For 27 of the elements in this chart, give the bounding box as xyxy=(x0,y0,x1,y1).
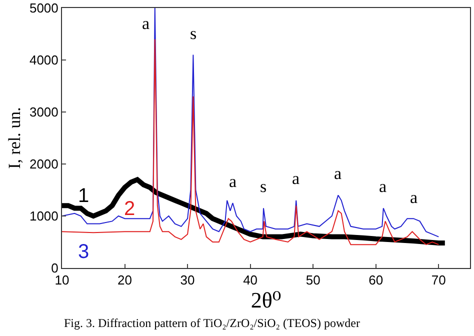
y-tick-label: 5000 xyxy=(29,0,58,16)
line-series xyxy=(62,38,440,246)
annotation: a xyxy=(410,188,418,207)
annotation: a xyxy=(142,14,150,33)
annotation: a xyxy=(229,172,237,191)
y-tick-label: 3000 xyxy=(29,104,58,120)
x-tick-label: 30 xyxy=(180,272,195,288)
x-tick-label: 70 xyxy=(431,272,446,288)
y-tick-label: 2000 xyxy=(29,156,58,172)
caption: Fig. 3. Diffraction pattern of TiO₂/ZrO₂/SiO₂ (TEOS) powder xyxy=(64,316,360,330)
annotation: s xyxy=(190,24,197,43)
series-label: 3 xyxy=(78,241,90,263)
x-tick-label: 20 xyxy=(118,272,132,288)
annotation: a xyxy=(334,164,342,183)
y-tick-label: 1000 xyxy=(29,208,58,224)
annotation: s xyxy=(260,177,267,196)
y-axis-title: I, rel. un. xyxy=(5,107,24,169)
x-axis-title: 2θ⁰ xyxy=(250,288,282,313)
x-tick-label: 60 xyxy=(368,272,384,288)
annotation: a xyxy=(292,169,300,188)
x-tick-label: 50 xyxy=(306,272,320,288)
y-tick-label: 4000 xyxy=(29,52,58,68)
series-label: 1 xyxy=(78,185,90,207)
line-series xyxy=(62,8,440,238)
annotation: a xyxy=(379,177,387,196)
series-label: 2 xyxy=(124,198,136,220)
x-tick-label: 40 xyxy=(243,272,258,288)
